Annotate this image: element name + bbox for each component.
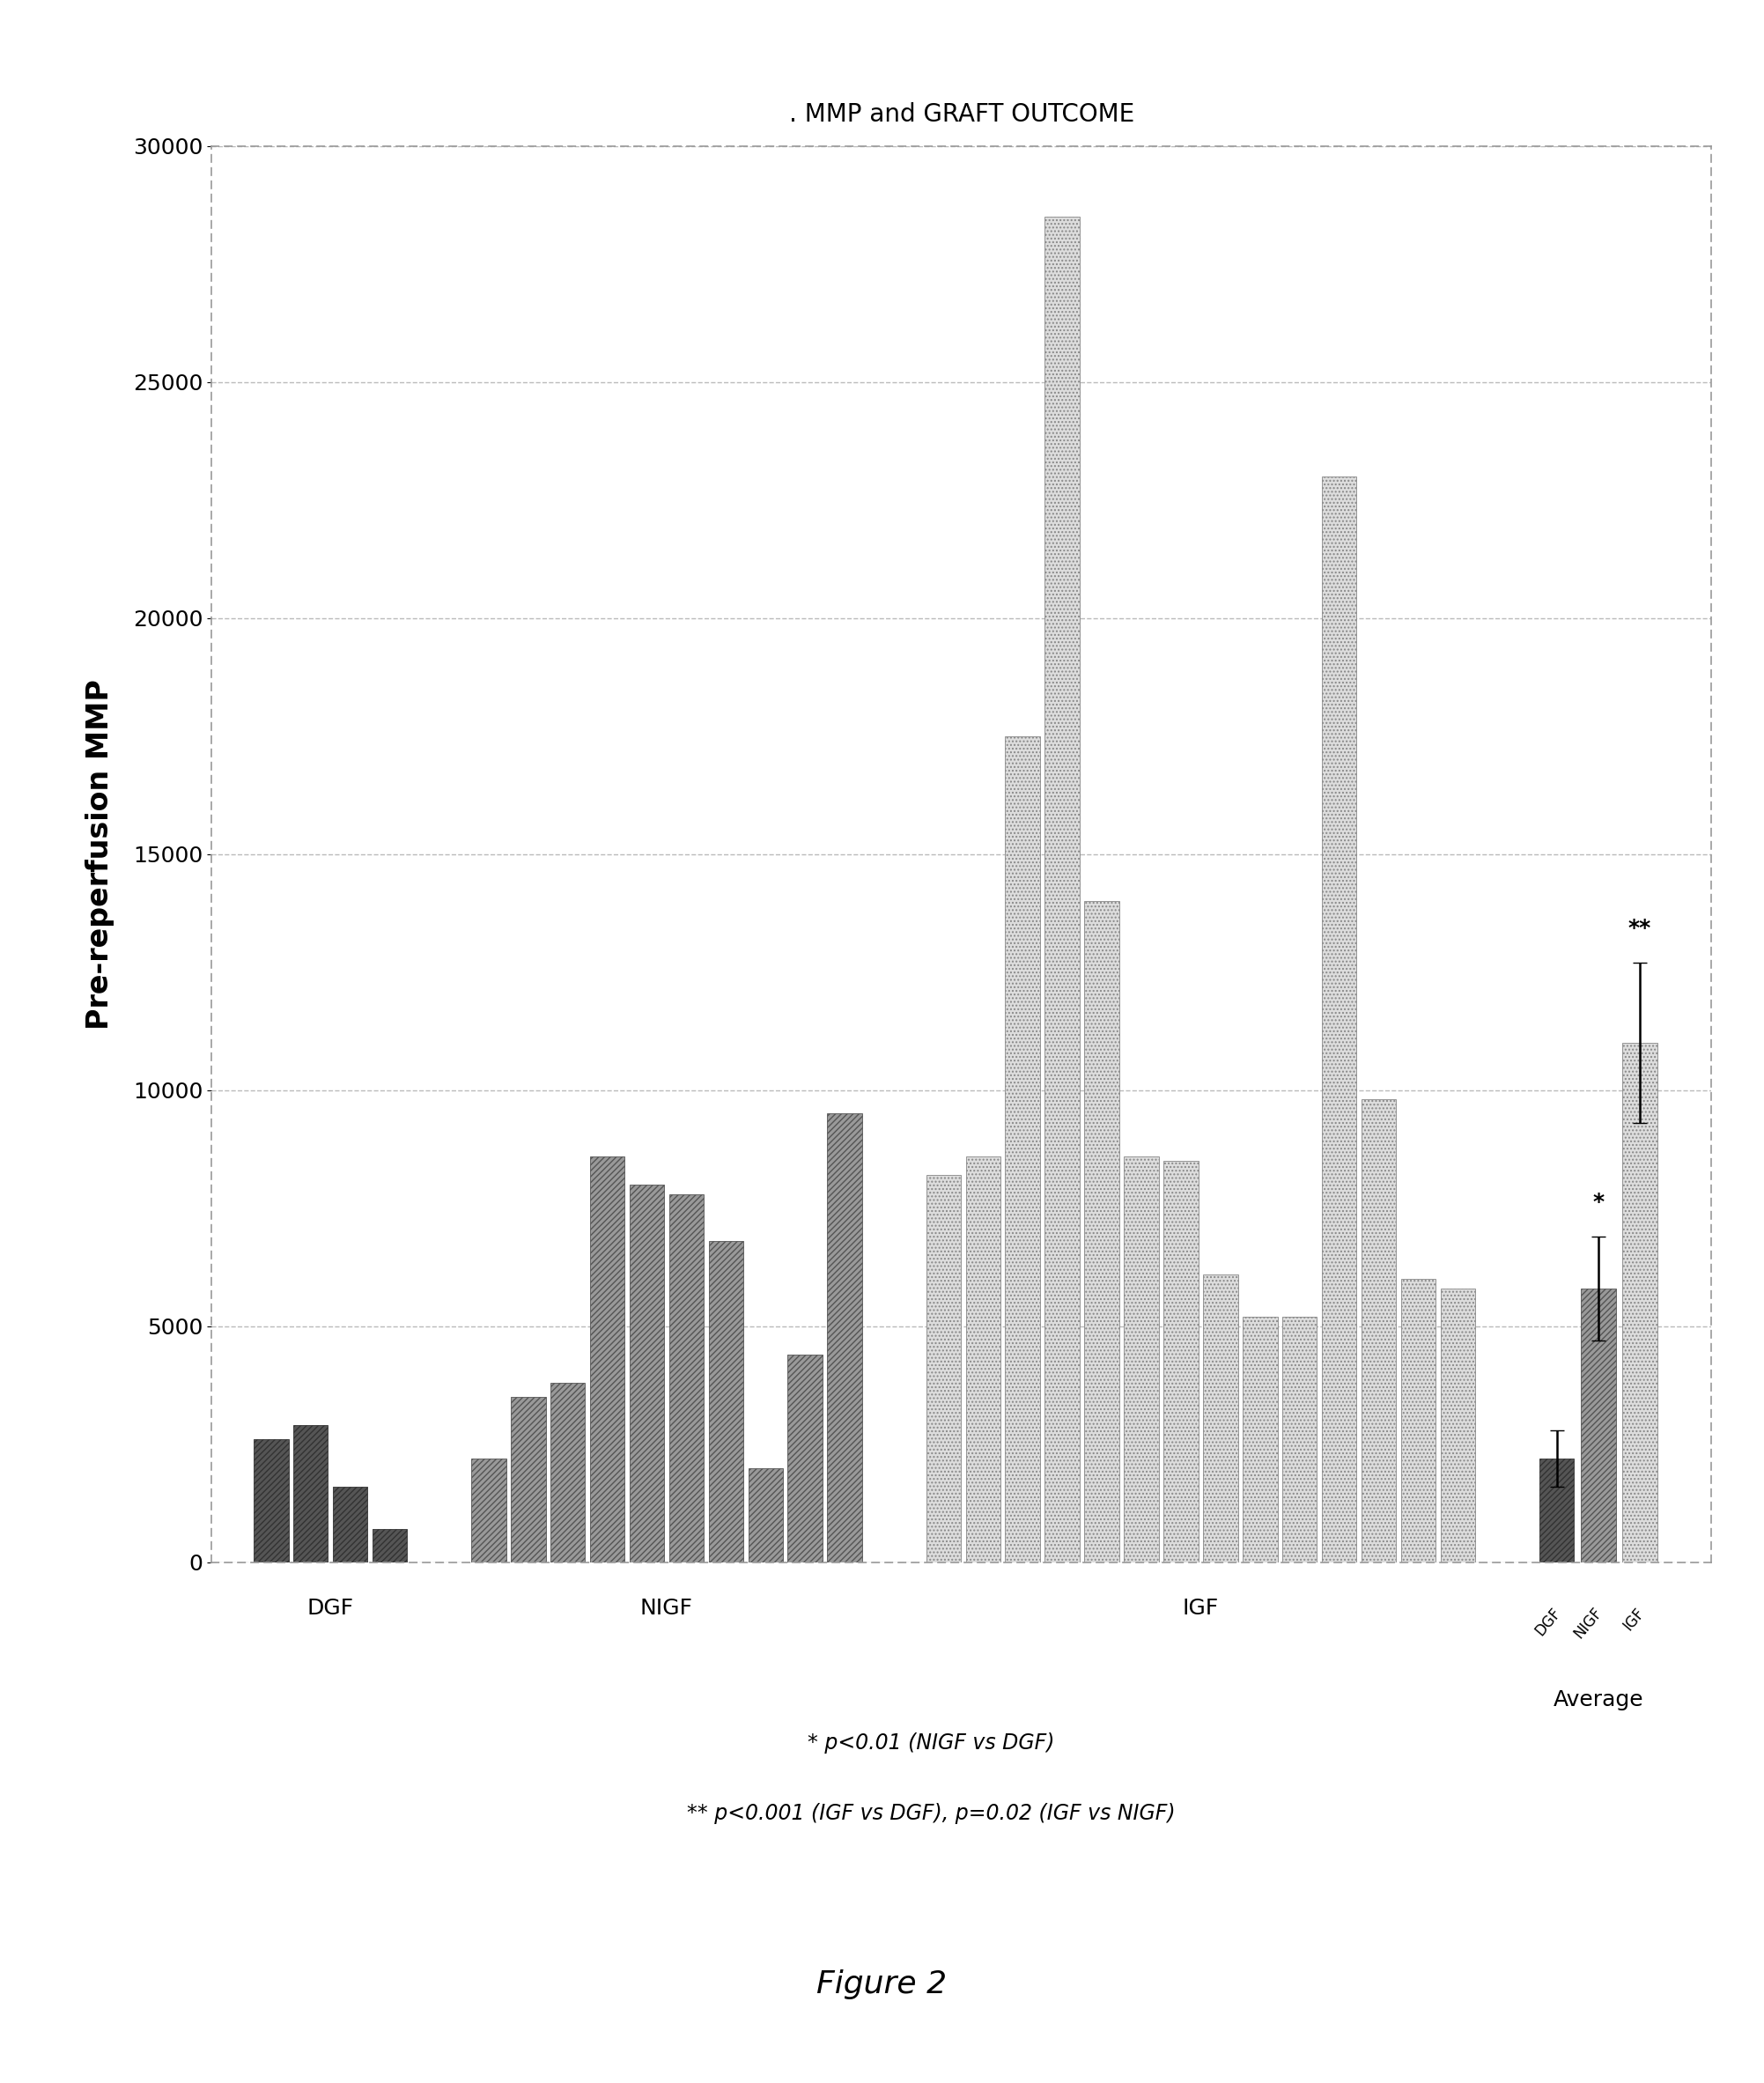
Bar	[589, 1156, 624, 1562]
Bar	[1441, 1289, 1475, 1562]
Bar	[293, 1425, 328, 1562]
Text: DGF: DGF	[1533, 1604, 1565, 1639]
Bar	[1623, 1044, 1656, 1562]
Bar	[372, 1529, 407, 1562]
Bar	[1540, 1458, 1573, 1562]
Text: ** p<0.001 (IGF vs DGF), p=0.02 (IGF vs NIGF): ** p<0.001 (IGF vs DGF), p=0.02 (IGF vs …	[688, 1804, 1175, 1825]
Bar	[550, 1383, 586, 1562]
Text: IGF: IGF	[1619, 1604, 1648, 1633]
Bar	[1164, 1160, 1198, 1562]
Bar	[333, 1487, 367, 1562]
Bar	[1085, 902, 1118, 1562]
Bar	[1124, 1156, 1159, 1562]
Bar	[1005, 735, 1041, 1562]
Bar	[669, 1194, 704, 1562]
Bar	[1242, 1316, 1277, 1562]
Bar	[926, 1175, 961, 1562]
Bar	[471, 1458, 506, 1562]
Bar	[1321, 477, 1357, 1562]
Bar	[965, 1156, 1000, 1562]
Bar	[512, 1398, 545, 1562]
Bar	[1203, 1275, 1238, 1562]
Bar	[630, 1185, 665, 1562]
Text: **: **	[1628, 919, 1651, 939]
Bar	[254, 1439, 289, 1562]
Text: Figure 2: Figure 2	[817, 1971, 947, 2000]
Text: NIGF: NIGF	[640, 1598, 693, 1618]
Y-axis label: Pre-reperfusion MMP: Pre-reperfusion MMP	[86, 679, 115, 1029]
Text: IGF: IGF	[1182, 1598, 1219, 1618]
Bar	[1044, 217, 1080, 1562]
Bar	[709, 1241, 743, 1562]
Text: * p<0.01 (NIGF vs DGF): * p<0.01 (NIGF vs DGF)	[808, 1733, 1055, 1754]
Bar	[1282, 1316, 1318, 1562]
Text: *: *	[1593, 1191, 1603, 1212]
Title: . MMP and GRAFT OUTCOME: . MMP and GRAFT OUTCOME	[789, 102, 1134, 127]
Bar	[1401, 1279, 1436, 1562]
Text: Average: Average	[1552, 1689, 1644, 1710]
Bar	[748, 1469, 783, 1562]
Bar	[1581, 1289, 1616, 1562]
Bar	[789, 1354, 822, 1562]
Bar	[827, 1114, 863, 1562]
Text: DGF: DGF	[307, 1598, 355, 1618]
Text: NIGF: NIGF	[1572, 1604, 1605, 1641]
Bar	[1362, 1100, 1395, 1562]
